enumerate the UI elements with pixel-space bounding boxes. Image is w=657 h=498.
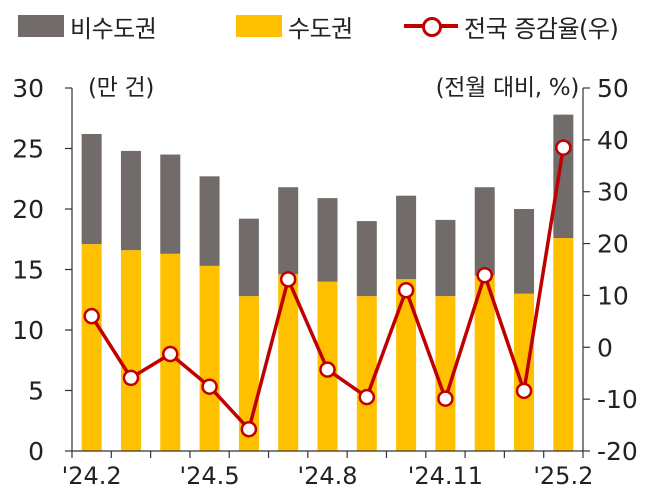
left-tick-label: 20	[12, 195, 44, 224]
right-tick-label: -10	[597, 385, 638, 414]
legend-swatch-nonmetro	[18, 15, 64, 37]
bar-metro	[120, 250, 141, 451]
bar-metro	[356, 296, 377, 451]
rate-line-layer	[83, 139, 572, 438]
right-tick-label: 50	[597, 74, 629, 103]
axes-layer: 0 5 10 15 20 25 30 -20 -10 0 10 20 30 40 50 '24.2 '24.5 '…	[12, 74, 638, 490]
left-axis-unit: (만 건)	[88, 75, 155, 101]
bar-metro	[199, 265, 220, 451]
bar-metro	[514, 293, 535, 451]
rate-point	[201, 378, 218, 395]
right-tick-label: 0	[597, 333, 613, 362]
left-tick-label: 15	[12, 256, 44, 285]
left-tick-label: 10	[12, 316, 44, 345]
left-tick-label: 25	[12, 135, 44, 164]
bar-nonmetro	[81, 133, 102, 245]
x-tick-label: '24.11	[408, 462, 483, 490]
bar-metro	[553, 238, 574, 451]
rate-point	[162, 345, 179, 363]
right-tick-label: 30	[597, 178, 629, 207]
legend-item-metro: 수도권	[236, 8, 353, 44]
bar-metro	[396, 279, 417, 451]
bar-nonmetro	[120, 150, 141, 251]
legend-label-rate: 전국 증감율(우)	[464, 14, 619, 43]
bar-nonmetro	[396, 195, 417, 280]
legend-label-metro: 수도권	[288, 14, 353, 43]
legend-swatch-rate	[404, 15, 458, 37]
right-tick-label: -20	[597, 437, 638, 466]
left-tick-label: 0	[28, 437, 44, 466]
rate-point	[437, 390, 454, 407]
left-tick-label: 30	[12, 74, 44, 103]
x-tick-label: '24.8	[297, 462, 357, 490]
right-tick-label: 40	[597, 126, 629, 155]
right-tick-label: 10	[597, 281, 629, 310]
rate-point	[555, 139, 572, 156]
bar-nonmetro	[356, 221, 377, 297]
right-tick-label: 20	[597, 230, 629, 259]
bar-nonmetro	[474, 187, 495, 276]
rate-point	[319, 361, 336, 378]
bar-metro	[435, 296, 456, 451]
rate-point	[397, 281, 415, 299]
legend-swatch-metro	[236, 15, 282, 37]
x-tick-label: '24.5	[180, 462, 240, 490]
bar-metro	[278, 274, 299, 451]
rate-point	[358, 388, 376, 406]
bars-layer	[81, 114, 574, 451]
right-axis-unit: (전월 대비, %)	[435, 75, 580, 101]
x-tick-label: '24.2	[62, 462, 122, 490]
bar-nonmetro	[278, 187, 299, 275]
legend-label-nonmetro: 비수도권	[70, 14, 157, 43]
bar-nonmetro	[317, 198, 338, 282]
left-tick-label: 5	[28, 377, 44, 406]
legend-item-rate: 전국 증감율(우)	[404, 8, 619, 44]
bar-metro	[474, 275, 495, 451]
rate-point	[240, 420, 258, 438]
bar-metro	[81, 244, 102, 451]
bar-nonmetro	[435, 219, 456, 297]
rate-point	[515, 382, 533, 400]
rate-point	[476, 266, 493, 284]
rate-point	[122, 369, 140, 387]
chart-legend: 비수도권 수도권 전국 증감율(우)	[0, 8, 657, 44]
legend-item-nonmetro: 비수도권	[18, 8, 157, 44]
bar-nonmetro	[160, 154, 181, 254]
rate-point	[279, 271, 297, 288]
rate-point	[83, 307, 100, 325]
bar-nonmetro	[238, 218, 259, 297]
bar-nonmetro	[553, 114, 574, 239]
bar-nonmetro	[514, 209, 535, 294]
bar-nonmetro	[199, 176, 220, 266]
x-tick-label: '25.2	[533, 462, 593, 490]
